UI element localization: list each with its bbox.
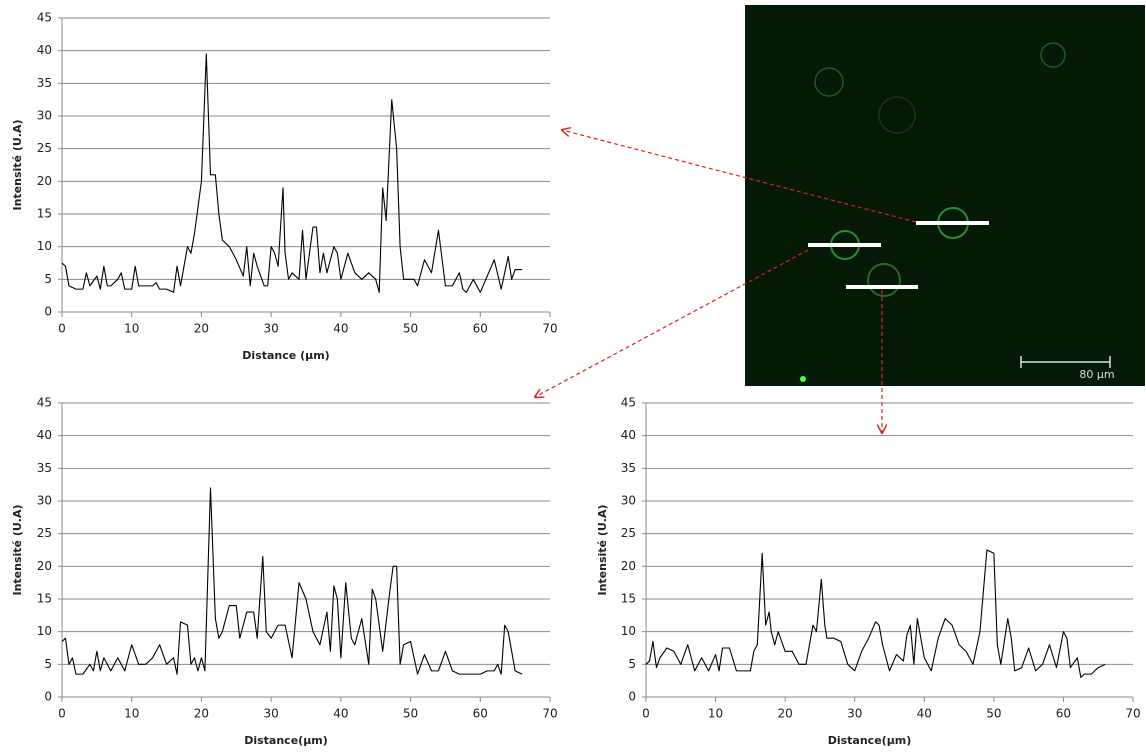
x-tick-label: 0 — [642, 707, 650, 721]
profile-line-plot — [645, 549, 1106, 678]
x-tick-label: 0 — [58, 322, 66, 336]
x-axis-label: Distance (µm) — [242, 349, 329, 362]
y-tick-label: 0 — [44, 305, 52, 319]
y-tick-label: 40 — [37, 428, 52, 442]
line-chart: 0 5 10 15 20 25 30 35 40 45 0 10 20 30 40 50 60 70 Intensi… — [11, 396, 558, 748]
cell — [814, 67, 844, 97]
y-axis-label: Intensité (U.A) — [11, 119, 24, 210]
y-tick-label: 0 — [44, 690, 52, 704]
y-tick-label: 35 — [37, 461, 52, 475]
arrow — [535, 249, 809, 397]
y-tick-label: 20 — [37, 174, 52, 188]
cell — [1040, 42, 1066, 68]
y-axis-label: Intensité (U.A) — [596, 504, 609, 595]
y-tick-label: 30 — [37, 109, 52, 123]
y-tick-label: 35 — [37, 76, 52, 90]
y-tick-label: 45 — [37, 11, 52, 25]
scale-label: 80 µm — [1079, 368, 1114, 381]
profile-line-plot — [61, 53, 523, 293]
x-tick-label: 20 — [194, 707, 209, 721]
x-tick-label: 60 — [473, 322, 488, 336]
y-tick-label: 40 — [621, 428, 636, 442]
y-tick-label: 25 — [37, 526, 52, 540]
micrograph: 80 µm — [745, 5, 1145, 386]
cell — [867, 263, 901, 297]
x-tick-label: 10 — [124, 322, 139, 336]
y-tick-label: 45 — [621, 396, 636, 410]
x-axis-label: Distance(µm) — [828, 734, 912, 747]
x-tick-label: 70 — [542, 707, 557, 721]
x-tick-label: 60 — [473, 707, 488, 721]
x-tick-label: 30 — [264, 322, 279, 336]
x-tick-label: 10 — [124, 707, 139, 721]
arrow — [562, 130, 917, 223]
x-tick-label: 60 — [1056, 707, 1071, 721]
x-tick-label: 30 — [847, 707, 862, 721]
y-tick-label: 10 — [621, 624, 636, 638]
x-tick-label: 50 — [986, 707, 1001, 721]
y-axis-label: Intensité (U.A) — [11, 504, 24, 595]
x-tick-label: 30 — [264, 707, 279, 721]
x-tick-label: 50 — [403, 707, 418, 721]
x-axis-label: Distance(µm) — [244, 734, 328, 747]
y-tick-label: 5 — [44, 272, 52, 286]
y-tick-label: 25 — [621, 526, 636, 540]
image-background — [745, 5, 1145, 386]
y-tick-label: 30 — [621, 494, 636, 508]
cell — [878, 96, 916, 134]
scale-bar — [1020, 356, 1111, 368]
x-tick-label: 50 — [403, 322, 418, 336]
x-tick-label: 20 — [194, 322, 209, 336]
y-tick-label: 15 — [37, 207, 52, 221]
y-tick-label: 15 — [37, 592, 52, 606]
x-tick-label: 40 — [333, 322, 348, 336]
y-tick-label: 5 — [44, 657, 52, 671]
line-chart: 0 5 10 15 20 25 30 35 40 45 0 10 20 30 40 50 60 70 Intensi… — [596, 396, 1141, 748]
y-tick-label: 30 — [37, 494, 52, 508]
profile-line-plot — [61, 487, 523, 675]
y-tick-label: 40 — [37, 43, 52, 57]
arrows — [535, 130, 917, 433]
x-tick-label: 70 — [1125, 707, 1140, 721]
spot — [800, 376, 806, 382]
y-tick-label: 10 — [37, 239, 52, 253]
y-tick-label: 45 — [37, 396, 52, 410]
x-tick-label: 10 — [708, 707, 723, 721]
y-tick-label: 20 — [621, 559, 636, 573]
x-tick-label: 40 — [917, 707, 932, 721]
x-tick-label: 70 — [542, 322, 557, 336]
x-tick-label: 40 — [333, 707, 348, 721]
y-tick-label: 25 — [37, 141, 52, 155]
y-tick-label: 20 — [37, 559, 52, 573]
line-chart: 0 5 10 15 20 25 30 35 40 45 0 10 20 30 40 50 60 70 Intensi… — [11, 11, 558, 363]
y-tick-label: 0 — [628, 690, 636, 704]
y-tick-label: 15 — [621, 592, 636, 606]
x-tick-label: 20 — [778, 707, 793, 721]
y-tick-label: 5 — [628, 657, 636, 671]
y-tick-label: 35 — [621, 461, 636, 475]
x-tick-label: 0 — [58, 707, 66, 721]
y-tick-label: 10 — [37, 624, 52, 638]
